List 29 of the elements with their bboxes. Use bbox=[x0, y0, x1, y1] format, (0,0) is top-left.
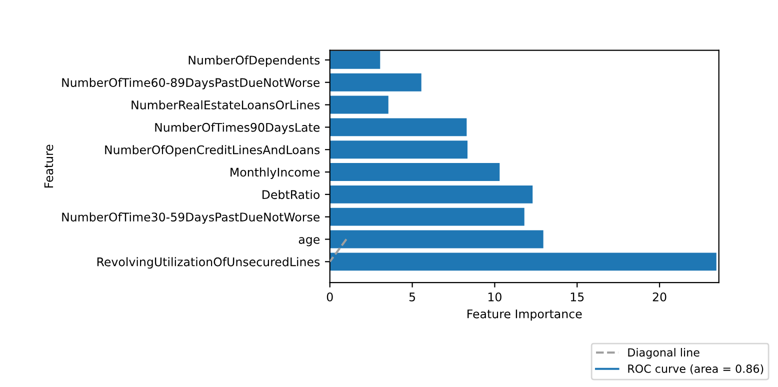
bar bbox=[330, 73, 422, 92]
legend-label: ROC curve (area = 0.86) bbox=[628, 364, 764, 374]
x-axis-title: Feature Importance bbox=[468, 310, 582, 321]
bar bbox=[330, 208, 524, 226]
y-tick-label: age bbox=[298, 237, 320, 246]
x-tick-label: 20 bbox=[652, 292, 666, 302]
bar bbox=[330, 50, 380, 69]
bar bbox=[330, 252, 716, 271]
y-tick-label: NumberOfDependents bbox=[188, 55, 320, 67]
x-tick-label: 15 bbox=[570, 292, 584, 302]
y-tick-label: NumberOfOpenCreditLinesAndLoans bbox=[105, 145, 320, 157]
x-tick-label: 5 bbox=[409, 292, 416, 302]
bar bbox=[330, 118, 467, 136]
y-tick-label: NumberRealEstateLoansOrLines bbox=[132, 100, 320, 110]
y-axis-title: Feature bbox=[44, 144, 54, 188]
bar bbox=[330, 96, 388, 114]
x-tick-label: 10 bbox=[488, 292, 502, 302]
bar bbox=[330, 163, 500, 181]
bar bbox=[330, 230, 544, 248]
y-tick-label: DebtRatio bbox=[262, 190, 320, 200]
y-tick-label: NumberOfTime30-59DaysPastDueNotWorse bbox=[62, 212, 320, 224]
y-tick-label: RevolvingUtilizationOfUnsecuredLines bbox=[97, 257, 320, 269]
y-tick-label: NumberOfTimes90DaysLate bbox=[155, 122, 320, 134]
bar bbox=[330, 185, 533, 204]
y-tick-label: NumberOfTime60-89DaysPastDueNotWorse bbox=[62, 78, 320, 90]
bar bbox=[330, 140, 468, 159]
x-tick-label: 0 bbox=[326, 292, 333, 302]
y-tick-label: MonthlyIncome bbox=[230, 168, 320, 179]
legend-label: Diagonal line bbox=[628, 348, 700, 359]
